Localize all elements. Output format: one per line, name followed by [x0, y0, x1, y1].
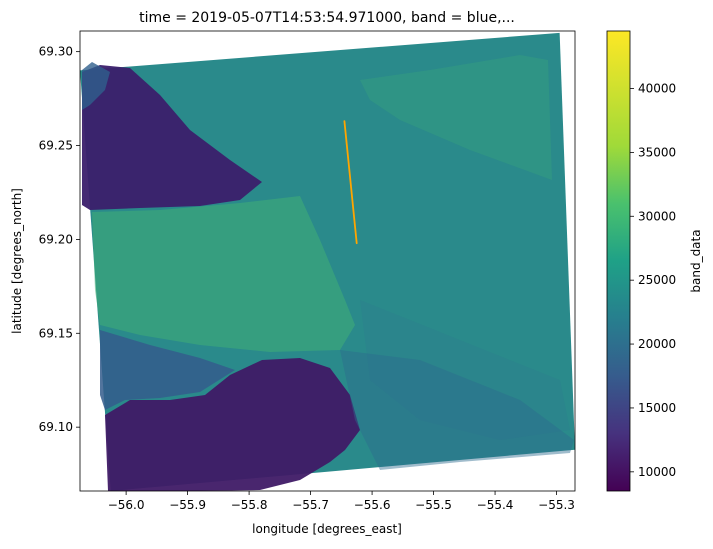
raster-region-east-streak [360, 300, 570, 440]
y-tick-label: 69.25 [39, 139, 73, 153]
colorbar-tick-label: 20000 [638, 337, 676, 351]
raster-region-central-ice [92, 196, 355, 352]
x-tick-label: −55.4 [477, 498, 514, 512]
x-tick-label: −55.5 [415, 498, 452, 512]
y-axis-label: latitude [degrees_north] [10, 188, 24, 334]
colorbar [606, 30, 631, 492]
raster-region-east-ice [360, 55, 552, 180]
x-axis-ticks: −56.0 −55.9 −55.8 −55.7 −55.6 −55.5 −55.4 −55.3 [108, 491, 575, 512]
y-tick-label: 69.20 [39, 232, 73, 246]
y-tick-label: 69.30 [39, 45, 73, 59]
y-tick-label: 69.10 [39, 420, 73, 434]
colorbar-tick-label: 25000 [638, 273, 676, 287]
x-tick-label: −55.9 [169, 498, 206, 512]
raster-region-northwest-shelf [82, 62, 110, 110]
raster-region-northwest-land [82, 65, 262, 210]
raster-image [80, 32, 575, 491]
transect-line [343, 120, 358, 245]
y-axis-ticks: 69.10 69.15 69.20 69.25 69.30 [39, 45, 80, 434]
x-tick-label: −55.7 [292, 498, 329, 512]
x-axis-label: longitude [degrees_east] [252, 522, 402, 536]
raster-region-south-land [105, 358, 360, 491]
colorbar-label: band_data [689, 229, 703, 292]
colorbar-ticks: 10000 15000 20000 25000 30000 35000 40000 [630, 82, 676, 479]
raster-region-southeast-dark [340, 350, 574, 470]
colorbar-tick-label: 15000 [638, 401, 676, 415]
colorbar-tick-label: 30000 [638, 209, 676, 223]
x-tick-label: −55.3 [538, 498, 575, 512]
raster-region-south-shelf [100, 330, 235, 410]
chart-title: time = 2019-05-07T14:53:54.971000, band … [139, 10, 515, 26]
colorbar-tick-label: 40000 [638, 82, 676, 96]
colorbar-tick-label: 10000 [638, 465, 676, 479]
colorbar-tick-label: 35000 [638, 145, 676, 159]
axes-frame [79, 30, 576, 492]
y-tick-label: 69.15 [39, 326, 73, 340]
x-tick-label: −56.0 [108, 498, 145, 512]
x-tick-label: −55.8 [231, 498, 268, 512]
x-tick-label: −55.6 [354, 498, 391, 512]
